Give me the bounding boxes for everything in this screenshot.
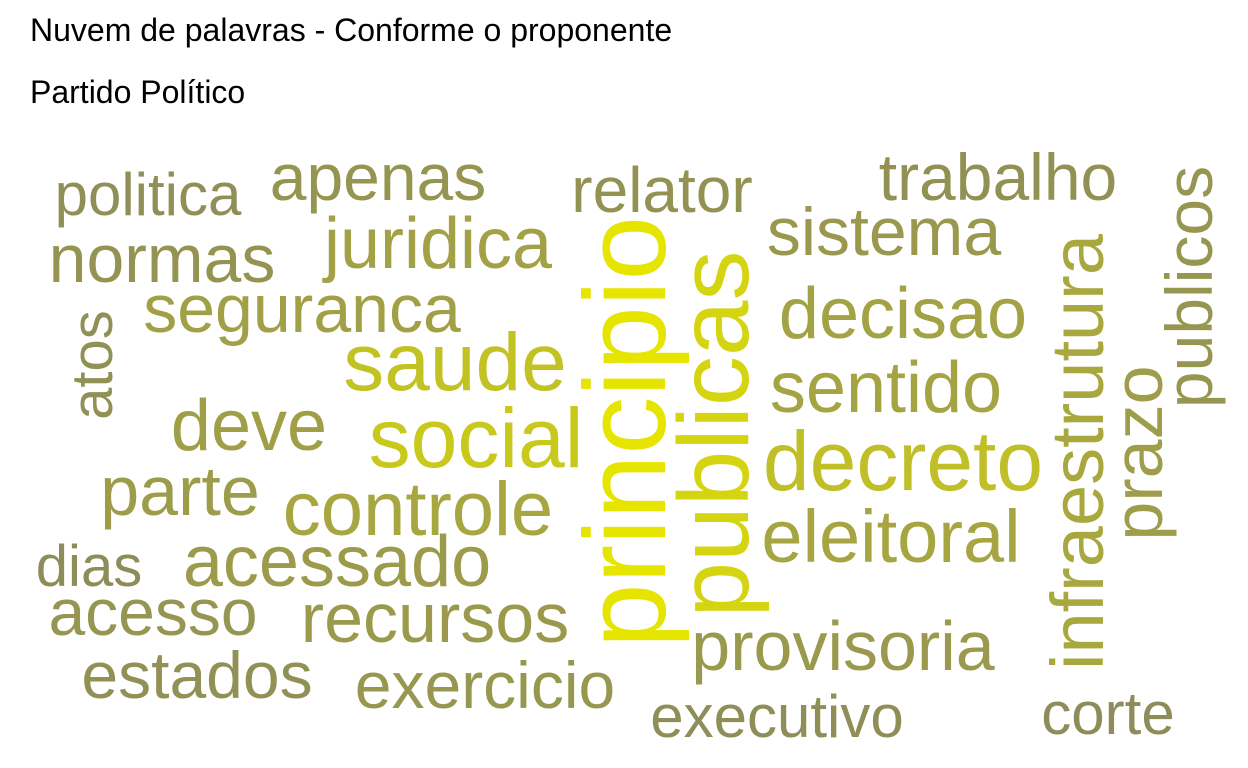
word-social: social <box>369 391 584 485</box>
word-deve: deve <box>171 386 327 466</box>
word-sistema: sistema <box>767 194 1001 270</box>
word-saude: saude <box>343 317 566 408</box>
word-relator: relator <box>571 154 752 226</box>
word-estados: estados <box>81 638 312 712</box>
word-politica: politica <box>55 161 242 228</box>
word-controle: controle <box>283 467 553 552</box>
word-provisoria: provisoria <box>691 607 995 685</box>
word-normas: normas <box>49 221 276 297</box>
word-prazo: prazo <box>1099 365 1177 540</box>
word-trabalho: trabalho <box>879 140 1118 214</box>
word-corte: corte <box>1041 680 1174 747</box>
word-exercicio: exercicio <box>355 648 615 722</box>
word-publicos: publicos <box>1152 166 1226 408</box>
word-executivo: executivo <box>650 683 903 750</box>
word-dias: dias <box>36 534 142 599</box>
word-decisao: decisao <box>779 274 1027 354</box>
word-recursos: recursos <box>301 579 569 657</box>
word-parte: parte <box>100 452 260 530</box>
word-acessado: acessado <box>183 522 491 602</box>
word-principio: principio <box>560 216 690 648</box>
word-eleitoral: eleitoral <box>761 495 1020 578</box>
word-publicas: publicas <box>658 251 770 618</box>
word-seguranca: seguranca <box>143 271 461 347</box>
word-apenas: apenas <box>270 140 487 214</box>
word-juridica: juridica <box>322 204 553 284</box>
word-acesso: acesso <box>48 575 257 649</box>
word-decreto: decreto <box>763 414 1043 508</box>
chart-subtitle: Partido Político <box>30 74 246 110</box>
word-infraestrutura: infraestrutura <box>1036 233 1119 670</box>
chart-title: Nuvem de palavras - Conforme o proponent… <box>30 12 673 48</box>
word-sentido: sentido <box>770 348 1002 428</box>
word-atos: atos <box>60 310 125 420</box>
